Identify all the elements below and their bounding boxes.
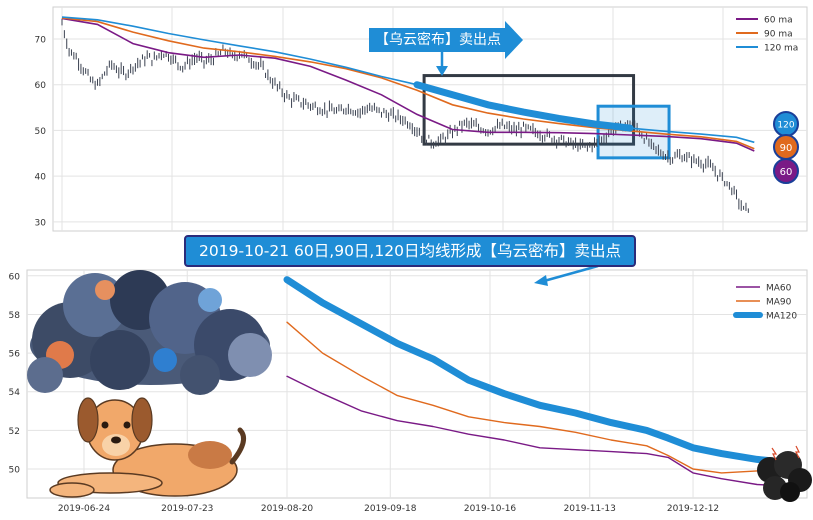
badge-90-label: 90: [780, 143, 793, 154]
top-y-tick-label: 60: [35, 81, 47, 91]
chart-title-callout: 2019-10-21 60日,90日,120日均线形成【乌云密布】卖出点: [184, 235, 636, 267]
bottom-x-tick-label: 2019-06-24: [58, 504, 111, 514]
badge-60-label: 60: [780, 167, 793, 178]
bottom-y-tick-label: 56: [9, 350, 21, 360]
bottom-series-ma120: [283, 276, 800, 467]
title-pointer-line: [543, 264, 599, 283]
bottom-y-axis: 50 52 54 56 58 60: [9, 272, 21, 475]
top-ma-lines: [61, 16, 755, 152]
bottom-x-tick-label: 2019-09-18: [364, 504, 417, 514]
bottom-x-tick-label: 2019-08-20: [261, 504, 314, 514]
bottom-x-tick-label: 2019-10-16: [464, 504, 517, 514]
callout-pointer-head: [436, 66, 448, 76]
dog-illustration: [49, 397, 247, 498]
top-series-90-ma: [61, 17, 755, 150]
top-y-axis: 30 40 50 60 70: [35, 36, 47, 229]
bottom-legend: MA60 MA90 MA120: [733, 284, 797, 322]
top-callout-label: 【乌云密布】卖出点: [375, 32, 501, 48]
storm-cloud-illustration: [27, 270, 272, 395]
top-callout: [369, 21, 523, 76]
top-y-tick-label: 70: [35, 36, 47, 46]
top-y-tick-label: 30: [35, 218, 47, 228]
top-y-tick-label: 50: [35, 127, 47, 137]
top-legend: 60 ma 90 ma 120 ma: [736, 16, 798, 54]
title-pointer-arrow: [534, 264, 599, 286]
bottom-ma-lines: [283, 276, 800, 488]
bottom-y-tick-label: 54: [9, 388, 21, 398]
title-pointer-head: [534, 275, 548, 286]
badge-120-label: 120: [777, 121, 794, 131]
ma-badges: 120 90 60: [773, 111, 799, 184]
bottom-y-tick-label: 58: [9, 311, 21, 321]
top-series-120-ma-highlight: [413, 81, 634, 132]
bottom-y-tick-label: 52: [9, 427, 20, 437]
legend-label-ma120: MA120: [766, 312, 797, 322]
legend-label-ma90: MA90: [766, 298, 792, 308]
bottom-x-axis: 2019-06-24 2019-07-23 2019-08-20 2019-09-18…: [58, 504, 719, 514]
bottom-series-ma60: [286, 375, 797, 488]
badge-60: [773, 158, 799, 184]
bottom-series-ma90: [286, 321, 797, 474]
highlight-box-dark: [422, 74, 636, 146]
top-series-60-ma: [61, 17, 755, 152]
legend-label-60ma: 60 ma: [764, 16, 793, 26]
bottom-x-tick-label: 2019-11-13: [564, 504, 616, 514]
bottom-x-tick-label: 2019-07-23: [161, 504, 213, 514]
bottom-x-tick-label: 2019-12-12: [667, 504, 719, 514]
legend-label-120ma: 120 ma: [764, 44, 798, 54]
candlesticks: [61, 18, 749, 213]
legend-label-ma60: MA60: [766, 284, 792, 294]
bottom-y-tick-label: 50: [9, 466, 21, 476]
small-dark-cloud-icon: [757, 445, 812, 502]
top-y-tick-label: 40: [35, 173, 47, 183]
callout-arrow-shape: [369, 21, 523, 59]
legend-label-90ma: 90 ma: [764, 30, 793, 40]
bottom-y-tick-label: 60: [9, 272, 21, 282]
